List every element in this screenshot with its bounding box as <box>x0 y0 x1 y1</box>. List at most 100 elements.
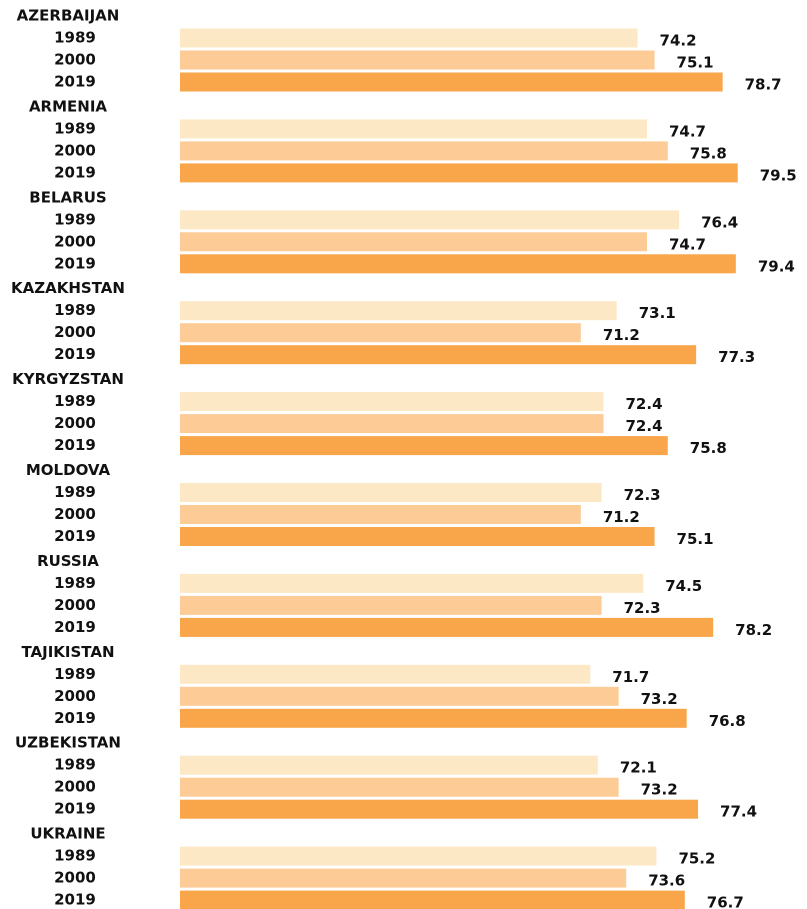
year-label: 1989 <box>54 756 96 774</box>
year-label: 2000 <box>54 414 96 432</box>
bar <box>180 28 638 48</box>
country-label: RUSSIA <box>37 552 99 570</box>
value-label: 76.4 <box>701 213 738 231</box>
value-label: 75.8 <box>690 144 727 162</box>
year-label: 2019 <box>54 73 96 91</box>
bar <box>180 436 668 456</box>
bar <box>180 664 591 684</box>
year-label: 2019 <box>54 345 96 363</box>
year-label: 1989 <box>54 210 96 228</box>
bar <box>180 527 655 546</box>
year-label: 2000 <box>54 687 96 705</box>
bar <box>180 708 687 728</box>
bar <box>180 483 602 502</box>
value-label: 73.2 <box>641 781 678 799</box>
year-label: 1989 <box>54 301 96 319</box>
value-label: 74.7 <box>669 122 706 140</box>
year-label: 1989 <box>54 574 96 592</box>
country-label: UZBEKISTAN <box>15 734 121 752</box>
year-label: 1989 <box>54 29 96 47</box>
country-label: MOLDOVA <box>26 461 111 479</box>
bar <box>180 345 697 365</box>
country-label: ARMENIA <box>29 97 107 115</box>
value-label: 71.7 <box>612 668 649 686</box>
value-label: 74.7 <box>669 235 706 253</box>
year-label: 2019 <box>54 891 96 909</box>
bar <box>180 323 581 343</box>
value-label: 72.3 <box>624 486 661 504</box>
bar <box>180 890 685 909</box>
bar <box>180 210 680 230</box>
year-label: 2019 <box>54 163 96 181</box>
country-label: KYRGYZSTAN <box>12 370 124 388</box>
year-label: 2000 <box>54 505 96 523</box>
bar <box>180 301 617 321</box>
year-label: 1989 <box>54 847 96 865</box>
year-label: 2019 <box>54 618 96 636</box>
bar <box>180 141 668 161</box>
value-label: 75.1 <box>677 54 714 72</box>
year-label: 2000 <box>54 51 96 69</box>
bar <box>180 868 627 888</box>
value-label: 74.5 <box>665 577 702 595</box>
year-label: 2019 <box>54 254 96 272</box>
value-label: 71.2 <box>603 326 640 344</box>
value-label: 76.7 <box>707 894 744 909</box>
year-label: 2000 <box>54 596 96 614</box>
year-label: 2019 <box>54 709 96 727</box>
country-label: UKRAINE <box>30 825 105 843</box>
year-label: 2000 <box>54 232 96 250</box>
country-label: TAJIKISTAN <box>21 643 114 661</box>
bar <box>180 72 723 92</box>
bar <box>180 505 581 524</box>
bar <box>180 232 647 252</box>
value-label: 78.7 <box>745 76 782 94</box>
year-label: 1989 <box>54 392 96 410</box>
value-label: 75.1 <box>677 530 714 548</box>
bar <box>180 573 644 593</box>
bar <box>180 595 602 615</box>
bar <box>180 392 604 412</box>
value-label: 74.2 <box>660 32 697 50</box>
value-label: 75.2 <box>678 850 715 868</box>
value-label: 77.3 <box>718 348 755 366</box>
bar <box>180 163 738 183</box>
bar <box>180 799 699 819</box>
year-label: 2019 <box>54 800 96 818</box>
value-label: 75.8 <box>690 439 727 457</box>
bar <box>180 846 657 866</box>
year-label: 2000 <box>54 323 96 341</box>
bar <box>180 414 604 434</box>
value-label: 72.4 <box>626 417 663 435</box>
value-label: 71.2 <box>603 508 640 526</box>
value-label: 73.6 <box>648 872 685 890</box>
value-label: 72.4 <box>626 395 663 413</box>
value-label: 79.5 <box>760 166 797 184</box>
bar <box>180 755 598 775</box>
bar <box>180 254 736 274</box>
year-label: 1989 <box>54 483 96 501</box>
value-label: 78.2 <box>735 621 772 639</box>
country-label: BELARUS <box>29 188 106 206</box>
bar <box>180 777 619 797</box>
country-label: KAZAKHSTAN <box>11 279 125 297</box>
bar <box>180 119 647 139</box>
bar <box>180 50 655 70</box>
value-label: 72.1 <box>620 759 657 777</box>
year-label: 2000 <box>54 869 96 887</box>
value-label: 76.8 <box>709 712 746 730</box>
country-label: AZERBAIJAN <box>17 7 120 25</box>
value-label: 72.3 <box>624 599 661 617</box>
year-label: 2019 <box>54 527 96 545</box>
value-label: 79.4 <box>758 257 795 275</box>
value-label: 73.2 <box>641 690 678 708</box>
value-label: 77.4 <box>720 803 757 821</box>
value-label: 73.1 <box>639 304 676 322</box>
bar <box>180 617 714 637</box>
year-label: 1989 <box>54 119 96 137</box>
year-label: 2000 <box>54 141 96 159</box>
year-label: 2000 <box>54 778 96 796</box>
year-label: 2019 <box>54 436 96 454</box>
bar <box>180 686 619 706</box>
